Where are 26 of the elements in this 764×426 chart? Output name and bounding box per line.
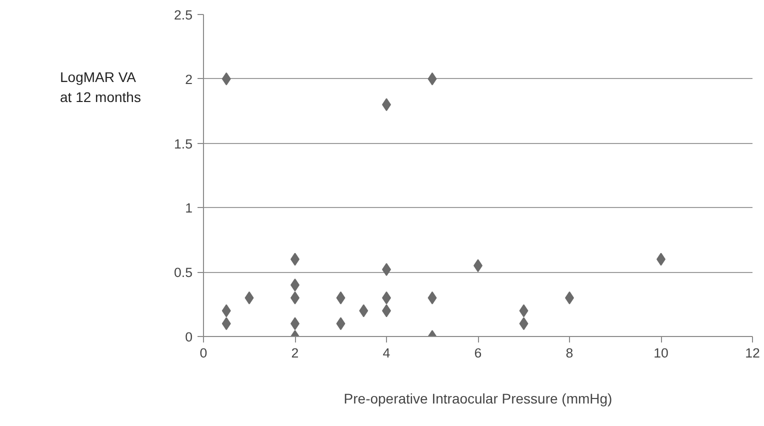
point xyxy=(336,317,346,330)
point xyxy=(428,72,437,86)
x-tick-label: 12 xyxy=(745,346,760,360)
y-tick-label: 1 xyxy=(185,200,193,216)
point xyxy=(244,291,254,304)
x-tick-label: 4 xyxy=(382,346,391,360)
point xyxy=(519,317,528,330)
x-tick-label: 0 xyxy=(200,346,208,360)
x-axis-title: Pre-operative Intraocular Pressure (mmHg) xyxy=(344,390,612,406)
point xyxy=(336,291,346,304)
x-tick-label: 6 xyxy=(474,346,482,360)
y-tick-label: 2.5 xyxy=(174,8,193,22)
y-tick-label: 1.5 xyxy=(174,136,193,152)
x-tick-label: 8 xyxy=(566,346,574,360)
point xyxy=(222,317,231,330)
x-tick-label: 10 xyxy=(654,346,668,360)
y-tick-label: 2 xyxy=(185,72,193,87)
x-tick-label: 2 xyxy=(291,346,299,360)
point xyxy=(359,304,368,318)
point xyxy=(222,304,231,318)
point xyxy=(222,72,231,86)
y-axis-title: LogMAR VA at 12 months xyxy=(60,68,141,107)
y-tick-label: 0 xyxy=(185,330,193,344)
point xyxy=(428,291,437,304)
y-tick-label: 0.5 xyxy=(174,265,193,280)
point xyxy=(519,304,528,318)
